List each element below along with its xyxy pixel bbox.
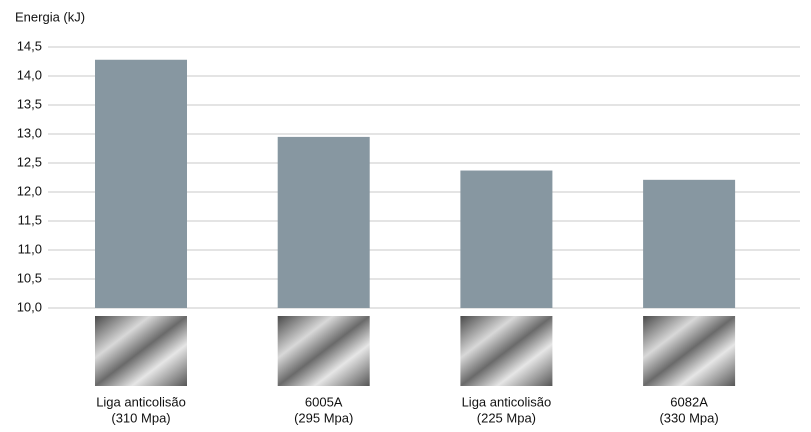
x-tick-label: (310 Mpa) (111, 410, 170, 425)
y-tick-label: 14,0 (17, 67, 42, 82)
x-tick-label: (225 Mpa) (477, 410, 536, 425)
bar (95, 59, 187, 309)
x-tick-label: (295 Mpa) (294, 410, 353, 425)
sample-photo (460, 316, 553, 386)
x-tick-label: Liga anticolisão (96, 394, 186, 409)
x-tick-label: Liga anticolisão (462, 394, 552, 409)
bar (460, 170, 553, 308)
sample-photo (643, 316, 736, 386)
y-tick-label: 12,5 (17, 154, 42, 169)
x-tick-label: 6005A (305, 394, 343, 409)
y-axis-label: Energia (kJ) (15, 9, 85, 24)
x-tick-label: (330 Mpa) (659, 410, 718, 425)
y-tick-label: 13,5 (17, 96, 42, 111)
x-tick-label: 6082A (670, 394, 708, 409)
sample-photo (95, 316, 187, 386)
bar (277, 136, 370, 308)
y-tick-label: 14,5 (17, 38, 42, 53)
sample-photo (277, 316, 370, 386)
y-tick-label: 11,5 (18, 212, 42, 227)
y-tick-label: 12,0 (17, 183, 42, 198)
y-tick-label: 10,5 (17, 270, 42, 285)
y-tick-label: 11,0 (18, 241, 42, 256)
bar (643, 179, 736, 308)
y-tick-label: 13,0 (17, 125, 42, 140)
y-tick-label: 10,0 (17, 299, 42, 314)
